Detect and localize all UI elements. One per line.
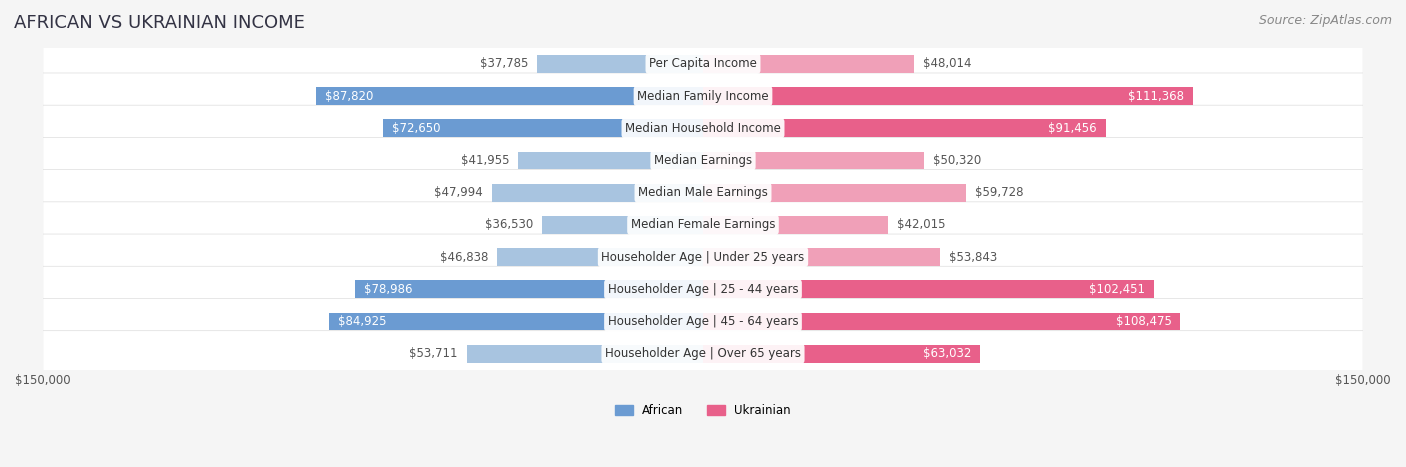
FancyBboxPatch shape xyxy=(42,73,1364,119)
Text: Median Family Income: Median Family Income xyxy=(637,90,769,103)
Text: Median Household Income: Median Household Income xyxy=(626,122,780,134)
Text: $78,986: $78,986 xyxy=(364,283,413,296)
Text: $48,014: $48,014 xyxy=(924,57,972,71)
Bar xyxy=(329,312,703,330)
FancyBboxPatch shape xyxy=(42,137,1364,184)
Bar xyxy=(703,120,1105,137)
Text: $84,925: $84,925 xyxy=(337,315,387,328)
Text: $72,650: $72,650 xyxy=(392,122,440,134)
Legend: African, Ukrainian: African, Ukrainian xyxy=(610,399,796,422)
Text: Householder Age | Over 65 years: Householder Age | Over 65 years xyxy=(605,347,801,360)
Text: $108,475: $108,475 xyxy=(1116,315,1171,328)
Bar xyxy=(703,87,1194,105)
Bar xyxy=(703,55,914,73)
Text: Median Female Earnings: Median Female Earnings xyxy=(631,219,775,231)
Bar xyxy=(703,152,925,170)
Text: $46,838: $46,838 xyxy=(440,251,488,263)
Text: $63,032: $63,032 xyxy=(924,347,972,360)
Bar xyxy=(703,248,941,266)
FancyBboxPatch shape xyxy=(42,170,1364,216)
Bar xyxy=(543,216,703,234)
Text: $50,320: $50,320 xyxy=(934,154,981,167)
Text: $37,785: $37,785 xyxy=(479,57,527,71)
Text: $36,530: $36,530 xyxy=(485,219,533,231)
Text: AFRICAN VS UKRAINIAN INCOME: AFRICAN VS UKRAINIAN INCOME xyxy=(14,14,305,32)
Text: Median Earnings: Median Earnings xyxy=(654,154,752,167)
Text: Householder Age | Under 25 years: Householder Age | Under 25 years xyxy=(602,251,804,263)
Bar xyxy=(492,184,703,201)
Text: $53,843: $53,843 xyxy=(949,251,997,263)
Text: $41,955: $41,955 xyxy=(461,154,509,167)
Bar xyxy=(703,281,1154,298)
Bar xyxy=(703,184,966,201)
Bar xyxy=(316,87,703,105)
Bar xyxy=(384,120,703,137)
Bar xyxy=(356,281,703,298)
Bar xyxy=(703,216,889,234)
Bar xyxy=(703,312,1181,330)
FancyBboxPatch shape xyxy=(42,266,1364,312)
FancyBboxPatch shape xyxy=(42,41,1364,87)
Bar xyxy=(496,248,703,266)
Text: $91,456: $91,456 xyxy=(1047,122,1097,134)
FancyBboxPatch shape xyxy=(42,298,1364,345)
Text: $102,451: $102,451 xyxy=(1090,283,1144,296)
Bar xyxy=(467,345,703,362)
Text: $53,711: $53,711 xyxy=(409,347,458,360)
FancyBboxPatch shape xyxy=(42,202,1364,248)
FancyBboxPatch shape xyxy=(42,331,1364,377)
Text: $59,728: $59,728 xyxy=(974,186,1024,199)
Bar xyxy=(537,55,703,73)
Text: $42,015: $42,015 xyxy=(897,219,945,231)
FancyBboxPatch shape xyxy=(42,234,1364,280)
Text: $47,994: $47,994 xyxy=(434,186,484,199)
Text: $111,368: $111,368 xyxy=(1129,90,1184,103)
Text: Householder Age | 25 - 44 years: Householder Age | 25 - 44 years xyxy=(607,283,799,296)
Text: Source: ZipAtlas.com: Source: ZipAtlas.com xyxy=(1258,14,1392,27)
Text: Householder Age | 45 - 64 years: Householder Age | 45 - 64 years xyxy=(607,315,799,328)
Bar xyxy=(519,152,703,170)
Text: Per Capita Income: Per Capita Income xyxy=(650,57,756,71)
Bar xyxy=(703,345,980,362)
FancyBboxPatch shape xyxy=(42,105,1364,151)
Text: Median Male Earnings: Median Male Earnings xyxy=(638,186,768,199)
Text: $87,820: $87,820 xyxy=(325,90,374,103)
